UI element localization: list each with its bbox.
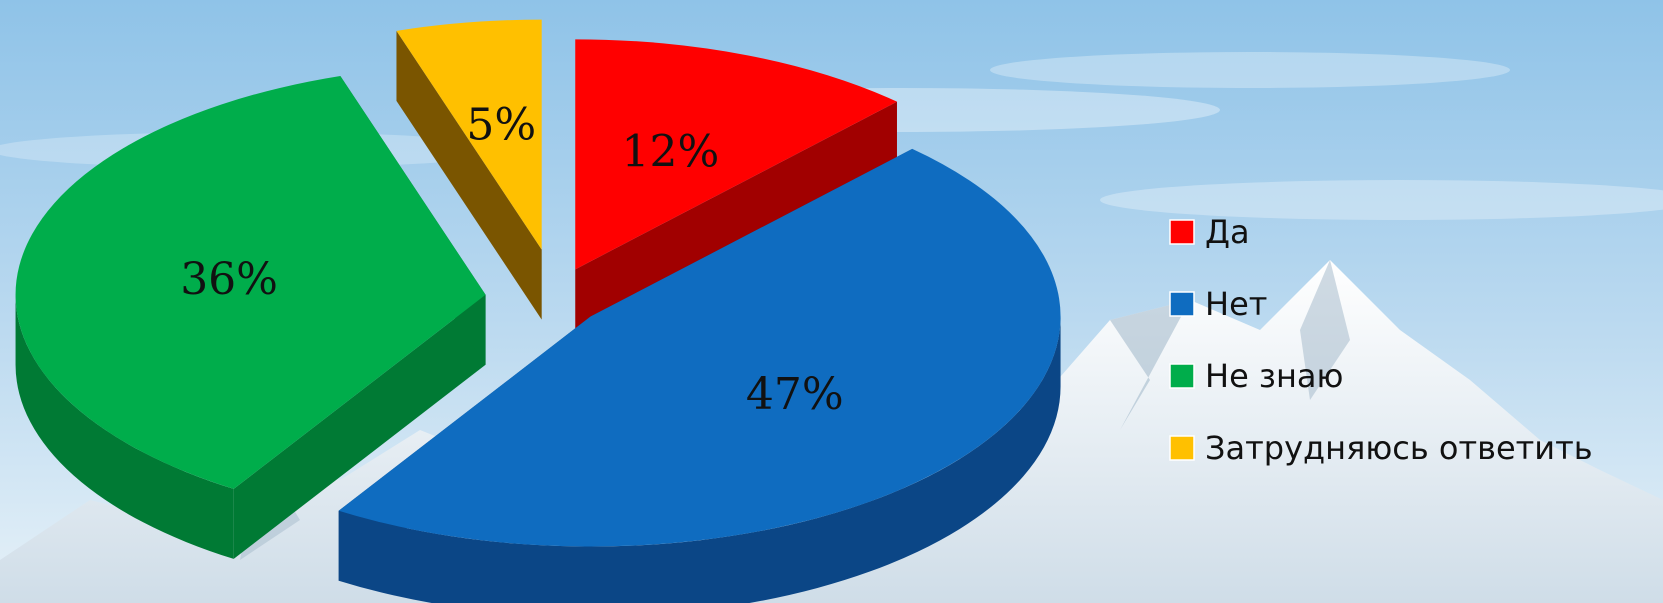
slice-label-da: 12% <box>622 127 720 178</box>
legend-item-zatrudnyayus: Затрудняюсь ответить <box>1169 429 1593 467</box>
pie-chart: 5% 12% 36% 47% <box>15 19 1061 603</box>
slice-label-ne-znayu: 36% <box>180 254 278 305</box>
legend: Да Нет Не знаю Затрудняюсь ответить <box>1169 213 1593 467</box>
slice-top-zatrudnyayus <box>396 19 542 250</box>
legend-item-net: Нет <box>1169 285 1267 323</box>
legend-swatch-ne-znayu <box>1169 363 1195 389</box>
slice-top-da <box>575 39 897 270</box>
slice-label-zatrudnyayus: 5% <box>466 100 536 151</box>
legend-label-ne-znayu: Не знаю <box>1205 357 1343 395</box>
legend-item-ne-znayu: Не знаю <box>1169 357 1343 395</box>
slice-zatrudnyayus: 5% <box>396 19 542 320</box>
slice-label-net: 47% <box>746 369 844 420</box>
slice-top-net <box>338 148 1061 547</box>
slice-top-ne-znayu <box>15 75 486 489</box>
legend-swatch-da <box>1169 219 1195 245</box>
legend-swatch-net <box>1169 291 1195 317</box>
slice-wall-zatrudnyayus-0 <box>396 30 542 320</box>
slice-edge-ne-znayu <box>15 294 234 559</box>
legend-label-net: Нет <box>1205 285 1267 323</box>
slice-wall-da-1 <box>575 101 897 340</box>
legend-swatch-zatrudnyayus <box>1169 435 1195 461</box>
slice-edge-net <box>338 316 1061 603</box>
slice-wall-ne-znayu-0 <box>233 294 486 559</box>
slice-net: 47% <box>338 148 1061 603</box>
legend-label-zatrudnyayus: Затрудняюсь ответить <box>1205 429 1593 467</box>
slice-ne-znayu: 36% <box>15 75 486 559</box>
slice-da: 12% <box>575 39 897 340</box>
legend-label-da: Да <box>1205 213 1250 251</box>
legend-item-da: Да <box>1169 213 1250 251</box>
